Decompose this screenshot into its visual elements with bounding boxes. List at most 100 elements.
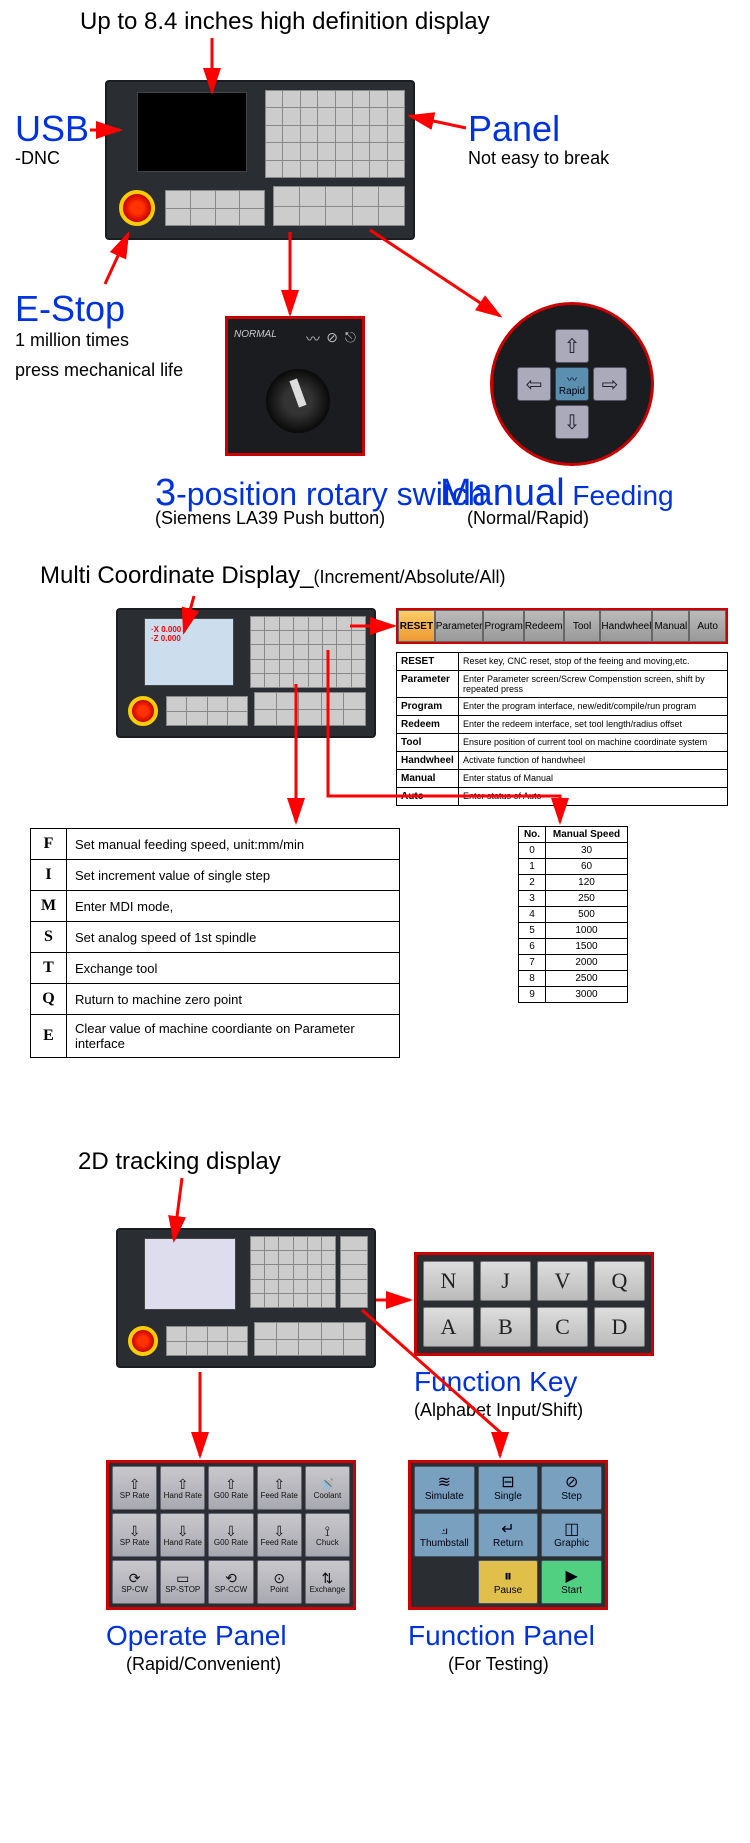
op-icon: ⇩ bbox=[129, 1524, 141, 1538]
arrow-left-icon: ⇦ bbox=[517, 367, 551, 401]
op-icon: ⇅ bbox=[322, 1571, 334, 1585]
op-label: SP-CW bbox=[121, 1585, 148, 1594]
fp-icon: ≋ bbox=[438, 1475, 451, 1491]
op-label: Feed Rate bbox=[261, 1491, 298, 1500]
fe-table: FSet manual feeding speed, unit:mm/minIS… bbox=[30, 828, 400, 1058]
op-icon: ⟲ bbox=[225, 1571, 237, 1585]
fp-icon: ⟓ bbox=[441, 1522, 449, 1538]
fp-btn-blank bbox=[414, 1560, 475, 1604]
estop-button-icon bbox=[119, 190, 155, 226]
fp-label: Step bbox=[561, 1491, 582, 1502]
fp-icon: ◫ bbox=[564, 1522, 579, 1538]
fp-icon: ⊘ bbox=[565, 1475, 578, 1491]
softkey-reset: RESET bbox=[398, 610, 435, 642]
fp-icon: ⏸ bbox=[504, 1569, 512, 1585]
op-btn-chuck: ⟟Chuck bbox=[305, 1513, 350, 1557]
op-icon: ⊙ bbox=[273, 1571, 285, 1585]
fe-key: I bbox=[31, 860, 67, 891]
op-label: G00 Rate bbox=[214, 1491, 248, 1500]
manual-feeding-detail: ⇧ ⇦ 〰Rapid ⇨ ⇩ bbox=[490, 302, 654, 466]
fp-btn-pause: ⏸Pause bbox=[478, 1560, 539, 1604]
operate-panel-sub: (Rapid/Convenient) bbox=[126, 1654, 281, 1675]
cnc-btnrow1-2 bbox=[166, 696, 248, 726]
softkey-handwheel: Handwheel bbox=[600, 610, 652, 642]
estop-button-icon-3 bbox=[128, 1326, 158, 1356]
manual-feed: Feeding bbox=[565, 480, 674, 511]
op-icon: ⇧ bbox=[177, 1477, 189, 1491]
fp-btn-start: ▶Start bbox=[541, 1560, 602, 1604]
op-btn-point: ⊙Point bbox=[257, 1560, 302, 1604]
op-btn-sp-rate: ⇩SP Rate bbox=[112, 1513, 157, 1557]
fp-btn-step: ⊘Step bbox=[541, 1466, 602, 1510]
fe-desc: Set analog speed of 1st spindle bbox=[67, 922, 400, 953]
op-label: G00 Rate bbox=[214, 1538, 248, 1547]
rotary-sub: (Siemens LA39 Push button) bbox=[155, 508, 385, 529]
fp-label: Return bbox=[493, 1538, 523, 1549]
op-icon: ⟳ bbox=[129, 1571, 141, 1585]
cnc-panel-graphic-2: ·X 0.000 ·Z 0.000 bbox=[116, 608, 376, 738]
arrow-up-icon: ⇧ bbox=[555, 329, 589, 363]
mc-title-main: Multi Coordinate Display_ bbox=[40, 562, 313, 589]
rapid-button: 〰Rapid bbox=[555, 367, 589, 401]
alpha-key-a: A bbox=[423, 1307, 474, 1347]
softkey-redeem: Redeem bbox=[524, 610, 564, 642]
rt-key: Manual bbox=[397, 770, 459, 788]
alpha-key-b: B bbox=[480, 1307, 531, 1347]
estop-sub1: 1 million times bbox=[15, 330, 129, 351]
op-label: Coolant bbox=[314, 1491, 342, 1500]
speed-no: 7 bbox=[519, 955, 546, 971]
cnc-keypad-2 bbox=[250, 616, 366, 688]
funckey-sub: (Alphabet Input/Shift) bbox=[414, 1400, 583, 1421]
wave-icon: 〰 bbox=[306, 329, 320, 349]
circle-slash-icon: ⊘ bbox=[326, 329, 338, 346]
rt-desc: Reset key, CNC reset, stop of the feeing… bbox=[459, 653, 728, 671]
op-btn-hand-rate: ⇩Hand Rate bbox=[160, 1513, 205, 1557]
fe-key: F bbox=[31, 829, 67, 860]
speed-no: 9 bbox=[519, 987, 546, 1003]
function-panel-sub: (For Testing) bbox=[448, 1654, 549, 1675]
speed-h1: No. bbox=[519, 827, 546, 843]
rt-desc: Enter Parameter screen/Screw Compenstion… bbox=[459, 671, 728, 698]
op-label: SP Rate bbox=[120, 1538, 150, 1547]
op-label: Feed Rate bbox=[261, 1538, 298, 1547]
alpha-key-d: D bbox=[594, 1307, 645, 1347]
cnc-screen bbox=[137, 92, 247, 172]
rt-key: Handwheel bbox=[397, 752, 459, 770]
speed-val: 3000 bbox=[546, 987, 628, 1003]
fe-key: T bbox=[31, 953, 67, 984]
screen-z: ·Z 0.000 bbox=[151, 634, 227, 643]
op-icon: ▭ bbox=[176, 1571, 189, 1585]
op-label: SP Rate bbox=[120, 1491, 150, 1500]
fp-label: Simulate bbox=[425, 1491, 464, 1502]
op-icon: ⇧ bbox=[129, 1477, 141, 1491]
op-icon: ⟟ bbox=[325, 1524, 330, 1538]
section-multi-coord: Multi Coordinate Display_(Increment/Abso… bbox=[0, 550, 750, 1130]
op-btn-coolant: 🚿Coolant bbox=[305, 1466, 350, 1510]
rt-key: Auto bbox=[397, 788, 459, 806]
op-label: Hand Rate bbox=[164, 1538, 202, 1547]
rt-key: Tool bbox=[397, 734, 459, 752]
op-label: Point bbox=[270, 1585, 288, 1594]
alpha-key-j: J bbox=[480, 1261, 531, 1301]
alpha-key-c: C bbox=[537, 1307, 588, 1347]
fp-icon: ▶ bbox=[566, 1569, 578, 1585]
fp-label: Single bbox=[494, 1491, 522, 1502]
rt-desc: Enter status of Auto bbox=[459, 788, 728, 806]
cnc-keypad bbox=[265, 90, 405, 178]
cnc-btnrow1 bbox=[165, 190, 265, 226]
fp-btn-return: ↵Return bbox=[478, 1513, 539, 1557]
op-btn-sp-ccw: ⟲SP-CCW bbox=[208, 1560, 253, 1604]
speed-val: 2000 bbox=[546, 955, 628, 971]
estop-title: E-Stop bbox=[15, 288, 125, 330]
fp-label: Graphic bbox=[554, 1538, 589, 1549]
section-2d-tracking: 2D tracking display NJVQABCD Function Ke… bbox=[0, 1130, 750, 1843]
cnc-keypad-3b bbox=[340, 1236, 368, 1308]
op-label: Chuck bbox=[316, 1538, 339, 1547]
fe-key: Q bbox=[31, 984, 67, 1015]
rapid-label: Rapid bbox=[559, 386, 585, 397]
fe-desc: Exchange tool bbox=[67, 953, 400, 984]
speed-no: 3 bbox=[519, 891, 546, 907]
rt-key: RESET bbox=[397, 653, 459, 671]
speed-table: No.Manual Speed0301602120325045005100061… bbox=[518, 826, 628, 1003]
fe-desc: Ruturn to machine zero point bbox=[67, 984, 400, 1015]
